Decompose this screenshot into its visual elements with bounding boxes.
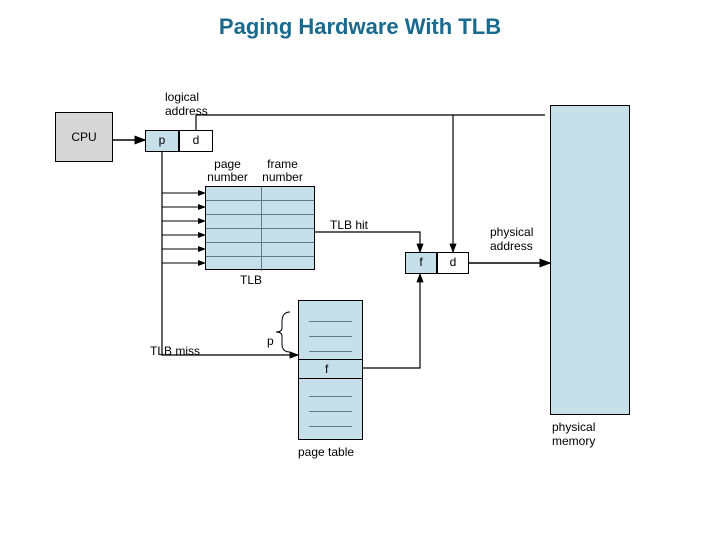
page-table-p-label: p: [267, 334, 274, 348]
page-table-f-label: f: [325, 362, 328, 376]
logical-address-label: logical address: [165, 90, 208, 118]
phys-d-box: d: [437, 252, 469, 274]
page-title: Paging Hardware With TLB: [0, 14, 720, 40]
page-table-label: page table: [298, 445, 354, 459]
page-table-box: [298, 300, 363, 440]
cpu-label: CPU: [56, 130, 112, 144]
tlb-label: TLB: [240, 273, 262, 287]
memory-label: physical memory: [552, 420, 595, 448]
tlb-hit-label: TLB hit: [330, 218, 368, 232]
logical-p-label: p: [146, 133, 178, 147]
memory-box: [550, 105, 630, 415]
physical-address-label: physical address: [490, 225, 533, 253]
cpu-box: CPU: [55, 112, 113, 162]
tlb-box: [205, 186, 315, 270]
phys-f-label: f: [406, 255, 436, 269]
logical-d-label: d: [180, 133, 212, 147]
logical-p-box: p: [145, 130, 179, 152]
tlb-miss-label: TLB miss: [150, 344, 200, 358]
tlb-header: page numberframe number: [200, 158, 310, 184]
phys-d-label: d: [438, 255, 468, 269]
phys-f-box: f: [405, 252, 437, 274]
logical-d-box: d: [179, 130, 213, 152]
